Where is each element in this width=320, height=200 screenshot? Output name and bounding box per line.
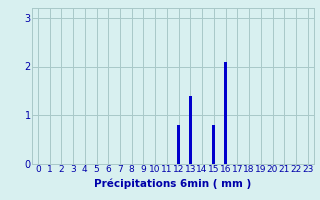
X-axis label: Précipitations 6min ( mm ): Précipitations 6min ( mm )	[94, 179, 252, 189]
Bar	[189, 96, 192, 164]
Bar	[212, 125, 215, 164]
Bar	[177, 125, 180, 164]
Bar	[224, 62, 227, 164]
